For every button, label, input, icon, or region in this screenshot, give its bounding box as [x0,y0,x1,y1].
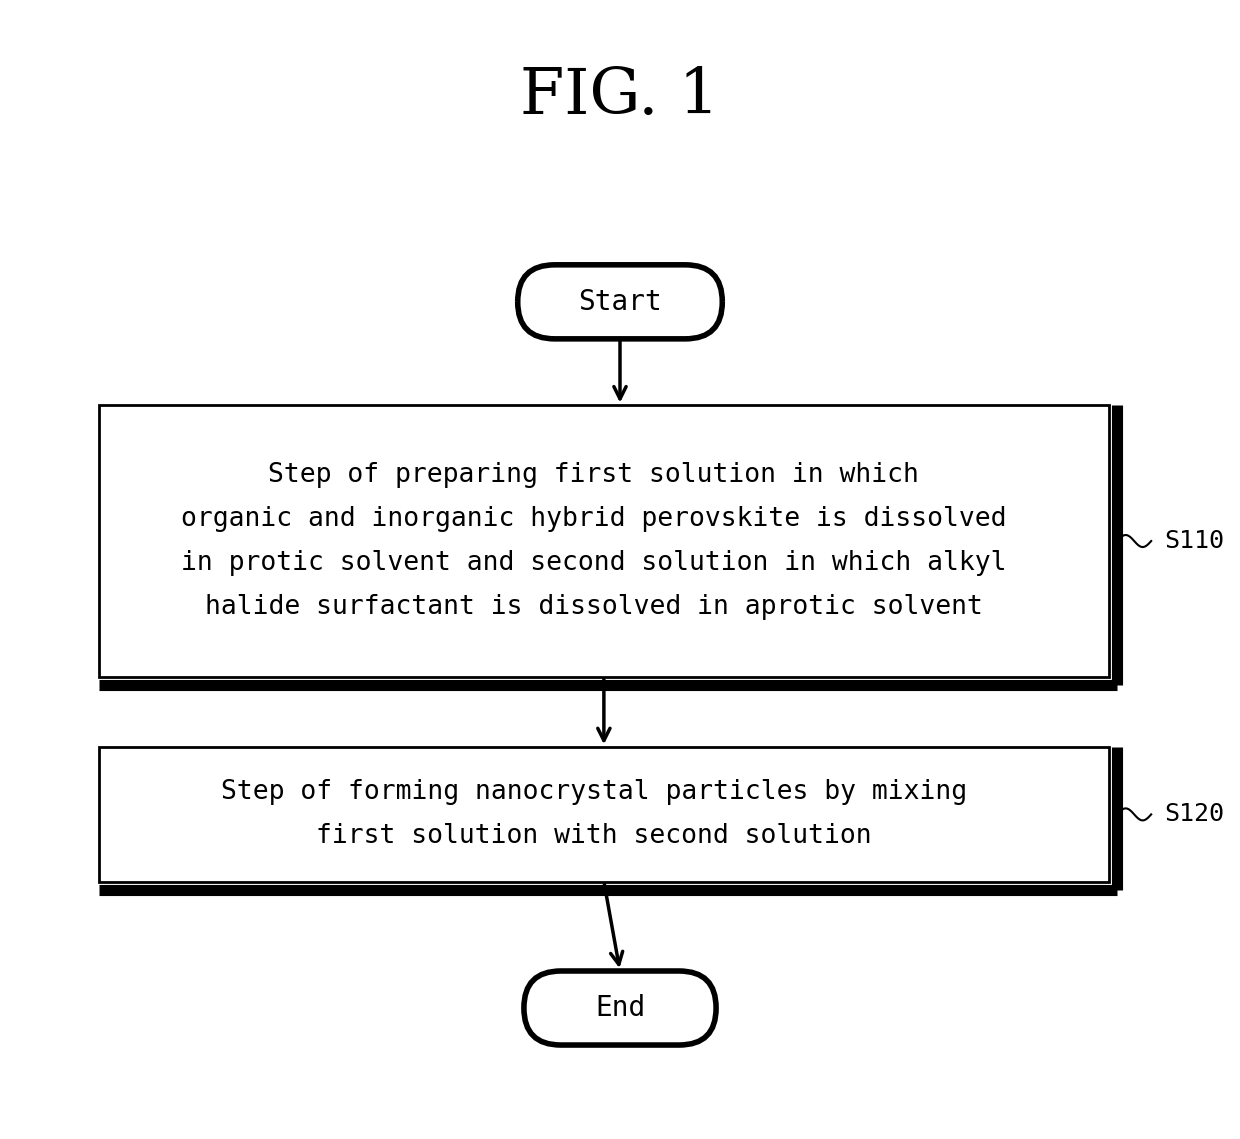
Bar [99,747,1109,882]
Text: S110: S110 [1164,528,1224,554]
Text: S120: S120 [1164,802,1224,827]
Text: End: End [595,994,645,1022]
Text: Step of forming nanocrystal particles by mixing
first solution with second solut: Step of forming nanocrystal particles by… [221,779,967,850]
Text: FIG. 1: FIG. 1 [521,66,719,128]
FancyBboxPatch shape [523,970,715,1046]
FancyBboxPatch shape [518,265,722,339]
Text: Start: Start [578,288,662,316]
Bar [99,405,1109,677]
Text: Step of preparing first solution in which
organic and inorganic hybrid perovskit: Step of preparing first solution in whic… [181,462,1007,620]
